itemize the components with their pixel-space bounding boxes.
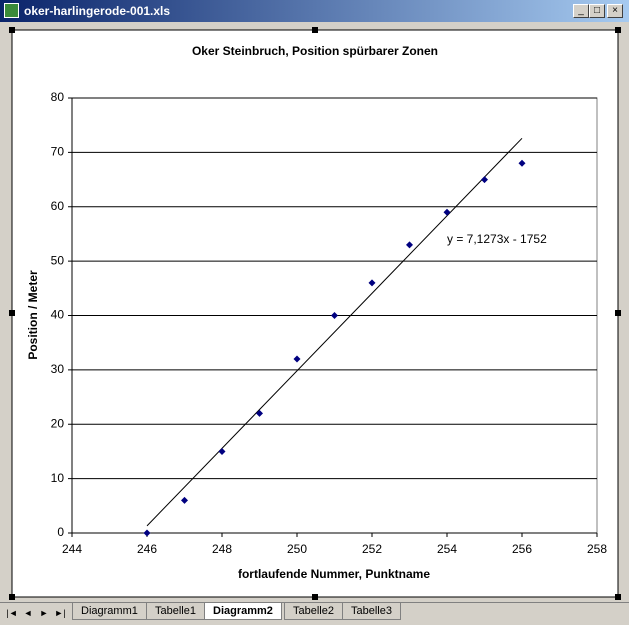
- data-point: [481, 176, 488, 184]
- handles: [9, 27, 621, 600]
- y-tick-label: 70: [51, 145, 65, 159]
- y-tick-label: 60: [51, 199, 65, 213]
- y-tick-label: 0: [57, 525, 64, 539]
- sheet-tab[interactable]: Tabelle3: [342, 603, 401, 620]
- data-point: [143, 529, 151, 537]
- data-point: [368, 279, 376, 287]
- title-bar: oker-harlingerode-001.xls _ □ ×: [0, 0, 629, 22]
- y-axis-title: Position / Meter: [26, 270, 40, 360]
- last-sheet-button[interactable]: ►|: [54, 608, 66, 618]
- data-point: [331, 312, 338, 319]
- data-point: [443, 208, 451, 216]
- sheet-tab[interactable]: Tabelle1: [146, 603, 205, 620]
- window-title: oker-harlingerode-001.xls: [24, 4, 171, 18]
- x-tick-label: 246: [137, 542, 157, 556]
- close-button[interactable]: ×: [607, 4, 623, 18]
- data-point: [518, 159, 526, 167]
- first-sheet-button[interactable]: |◄: [6, 608, 18, 618]
- minimize-button[interactable]: _: [573, 4, 589, 18]
- data-point: [256, 409, 263, 417]
- sheet-tab-bar: |◄ ◄ ► ►| Diagramm1 Tabelle1 Diagramm2 T…: [0, 602, 629, 625]
- y-tick-label: 30: [51, 362, 65, 376]
- chart: Oker Steinbruch, Position spürbarer Zone…: [9, 27, 621, 600]
- x-tick-label: 256: [512, 542, 532, 556]
- data-point: [181, 496, 188, 504]
- trendline: [146, 137, 523, 527]
- sheet-tab[interactable]: Diagramm1: [72, 603, 147, 620]
- x-tick-label: 250: [287, 542, 307, 556]
- chart-title: Oker Steinbruch, Position spürbarer Zone…: [192, 44, 438, 58]
- sheet-tab[interactable]: Tabelle2: [284, 603, 343, 620]
- y-tick-label: 80: [51, 90, 65, 104]
- x-tick-label: 254: [437, 542, 457, 556]
- sheet-tab[interactable]: Diagramm2: [204, 603, 282, 620]
- y-tick-label: 10: [51, 471, 65, 485]
- data-point: [293, 355, 301, 363]
- trendline-label: y = 7,1273x - 1752: [447, 232, 547, 246]
- data-point: [406, 241, 413, 249]
- x-tick-label: 248: [212, 542, 232, 556]
- x-tick-label: 258: [587, 542, 607, 556]
- next-sheet-button[interactable]: ►: [39, 608, 49, 618]
- x-axis-title: fortlaufende Nummer, Punktname: [238, 567, 430, 581]
- x-tick-label: 252: [362, 542, 382, 556]
- y-tick-label: 40: [51, 308, 65, 322]
- prev-sheet-button[interactable]: ◄: [23, 608, 33, 618]
- y-tick-label: 50: [51, 253, 65, 267]
- y-tick-label: 20: [51, 416, 65, 430]
- data-point: [218, 447, 226, 455]
- app-icon: [4, 3, 19, 18]
- x-tick-label: 244: [62, 542, 82, 556]
- maximize-button[interactable]: □: [589, 4, 605, 18]
